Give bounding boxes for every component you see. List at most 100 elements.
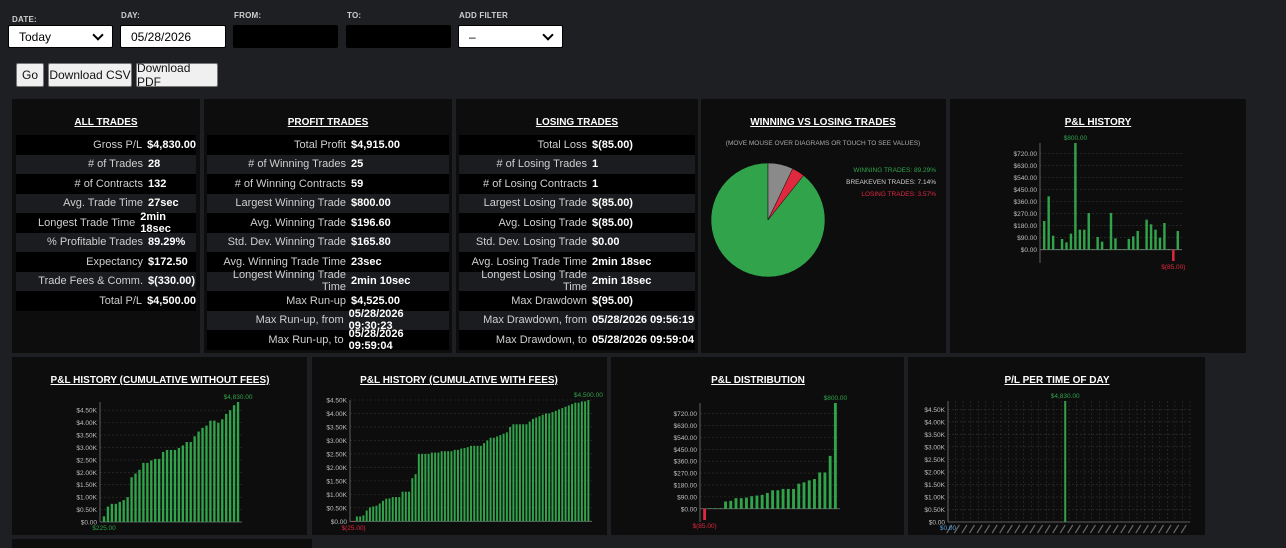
stat-label: Max Drawdown, to	[495, 333, 587, 346]
stat-row: # of Losing Contracts 1	[459, 174, 695, 194]
stat-value: $0.00	[592, 236, 620, 249]
date-select-value: Today	[19, 29, 52, 44]
go-button[interactable]: Go	[16, 63, 44, 87]
stat-value: $(95.00)	[592, 294, 633, 307]
stat-value: $4,525.00	[351, 294, 400, 307]
profit-trades-table: Total Profit $4,915.00 # of Winning Trades…	[207, 135, 449, 352]
stat-row: Max Drawdown, to 05/28/2026 09:59:04	[459, 330, 695, 350]
stat-row: Longest Losing Trade Time 2min 18sec	[459, 269, 695, 294]
stat-label: # of Trades	[87, 158, 143, 171]
stat-label: % Profitable Trades	[47, 236, 143, 249]
stat-row: Expectancy $172.50	[16, 252, 196, 272]
stat-row: # of Losing Trades 1	[459, 154, 695, 174]
stat-row: Max Run-up $4,525.00	[207, 291, 449, 311]
stat-value: 28	[148, 158, 161, 171]
next-panel-partial	[12, 539, 312, 548]
stat-label: Longest Trade Time	[38, 216, 136, 229]
stat-label: Longest Winning Trade Time	[232, 269, 346, 294]
stat-row: Gross P/L $4,830.00	[16, 135, 196, 155]
stat-row: Avg. Losing Trade Time 2min 18sec	[459, 252, 695, 272]
stat-row: # of Contracts 132	[16, 174, 196, 194]
stat-row: Max Run-up, to 05/28/2026 09:59:04	[207, 328, 449, 352]
losing-trades-panel: LOSING TRADES Total Loss $(85.00) # of Los…	[456, 99, 698, 353]
add-filter-label: ADD FILTER	[459, 11, 508, 20]
stat-label: Largest Losing Trade	[483, 197, 587, 210]
download-pdf-button[interactable]: Download PDF	[136, 61, 218, 89]
losing-trades-title: LOSING TRADES	[535, 117, 619, 128]
stat-label: Max Run-up, from	[255, 314, 344, 327]
stat-label: Max Drawdown	[511, 294, 587, 307]
day-input-value: 05/28/2026	[131, 29, 192, 44]
stat-row: Trade Fees & Comm. $(330.00)	[16, 271, 196, 291]
add-filter-value: –	[469, 29, 476, 44]
stat-row: Max Drawdown $(95.00)	[459, 291, 695, 311]
stat-row: # of Winning Contracts 59	[207, 174, 449, 194]
all-trades-panel: ALL TRADES Gross P/L $4,830.00 # of Trades…	[12, 99, 200, 353]
stat-label: Total P/L	[99, 294, 143, 307]
stat-value: 2min 18sec	[592, 255, 652, 268]
from-input[interactable]	[233, 25, 338, 48]
stat-row: Total Loss $(85.00)	[459, 135, 695, 155]
stat-value: $172.50	[148, 255, 188, 268]
stat-label: Longest Losing Trade Time	[481, 269, 587, 294]
stat-row: Largest Losing Trade $(85.00)	[459, 193, 695, 213]
stat-label: Largest Winning Trade	[235, 197, 346, 210]
to-input[interactable]	[346, 25, 451, 48]
stat-value: 25	[351, 158, 364, 171]
day-label: DAY:	[121, 11, 141, 20]
stat-value: $(85.00)	[592, 216, 633, 229]
stat-value: $4,915.00	[351, 138, 400, 151]
stat-row: Avg. Trade Time 27sec	[16, 193, 196, 213]
stat-value: 05/28/2026 09:59:04	[592, 333, 695, 346]
stat-row: # of Trades 28	[16, 154, 196, 174]
day-input[interactable]: 05/28/2026	[120, 25, 226, 48]
stat-value: $(85.00)	[592, 138, 633, 151]
stat-label: Avg. Losing Trade Time	[471, 255, 587, 268]
date-select[interactable]: Today	[8, 25, 113, 48]
stat-row: Std. Dev. Winning Trade $165.80	[207, 232, 449, 252]
stat-value: $(85.00)	[592, 197, 633, 210]
stat-row: # of Winning Trades 25	[207, 154, 449, 174]
stat-row: Max Drawdown, from 05/28/2026 09:56:19	[459, 310, 695, 330]
stat-value: 59	[351, 177, 364, 190]
date-label: DATE:	[12, 15, 37, 24]
stat-label: Total Loss	[537, 138, 587, 151]
stat-row: Longest Trade Time 2min 18sec	[16, 210, 196, 235]
all-trades-title: ALL TRADES	[74, 117, 138, 128]
profit-trades-panel: PROFIT TRADES Total Profit $4,915.00 # of …	[204, 99, 452, 353]
stat-label: Trade Fees & Comm.	[38, 275, 143, 288]
stat-row: % Profitable Trades 89.29%	[16, 232, 196, 252]
download-csv-button[interactable]: Download CSV	[48, 63, 132, 87]
stat-row: Largest Winning Trade $800.00	[207, 193, 449, 213]
stat-label: # of Winning Contracts	[234, 177, 346, 190]
stat-value: 23sec	[351, 255, 382, 268]
chevron-down-icon	[542, 28, 554, 41]
stat-value: 2min 10sec	[351, 275, 411, 288]
stat-row: Total P/L $4,500.00	[16, 291, 196, 311]
stat-label: Avg. Trade Time	[63, 197, 143, 210]
stat-value: $4,830.00	[147, 138, 196, 151]
pl-time-of-day-panel	[908, 357, 1205, 535]
add-filter-select[interactable]: –	[458, 25, 563, 48]
stat-label: # of Winning Trades	[248, 158, 346, 171]
from-label: FROM:	[234, 11, 262, 20]
stat-row: Std. Dev. Losing Trade $0.00	[459, 232, 695, 252]
stat-value: 89.29%	[148, 236, 186, 249]
stat-label: # of Losing Trades	[496, 158, 587, 171]
pl-cum-fees-panel	[312, 357, 607, 535]
stat-row: Avg. Losing Trade $(85.00)	[459, 213, 695, 233]
to-label: TO:	[347, 11, 362, 20]
stat-label: Max Run-up	[286, 294, 346, 307]
stat-label: Max Run-up, to	[268, 333, 344, 346]
stat-label: Total Profit	[294, 138, 346, 151]
stat-label: Avg. Losing Trade	[498, 216, 587, 229]
stat-row: Avg. Winning Trade $196.60	[207, 213, 449, 233]
stat-value: 2min 18sec	[140, 210, 171, 235]
stat-value: 05/28/2026 09:56:19	[592, 314, 695, 327]
stat-value: $165.80	[351, 236, 391, 249]
profit-trades-title: PROFIT TRADES	[287, 117, 369, 128]
stat-label: Std. Dev. Losing Trade	[475, 236, 587, 249]
stat-value: 05/28/2026 09:30:23	[348, 308, 404, 333]
stat-label: Std. Dev. Winning Trade	[227, 236, 346, 249]
stat-label: Avg. Winning Trade Time	[223, 255, 346, 268]
